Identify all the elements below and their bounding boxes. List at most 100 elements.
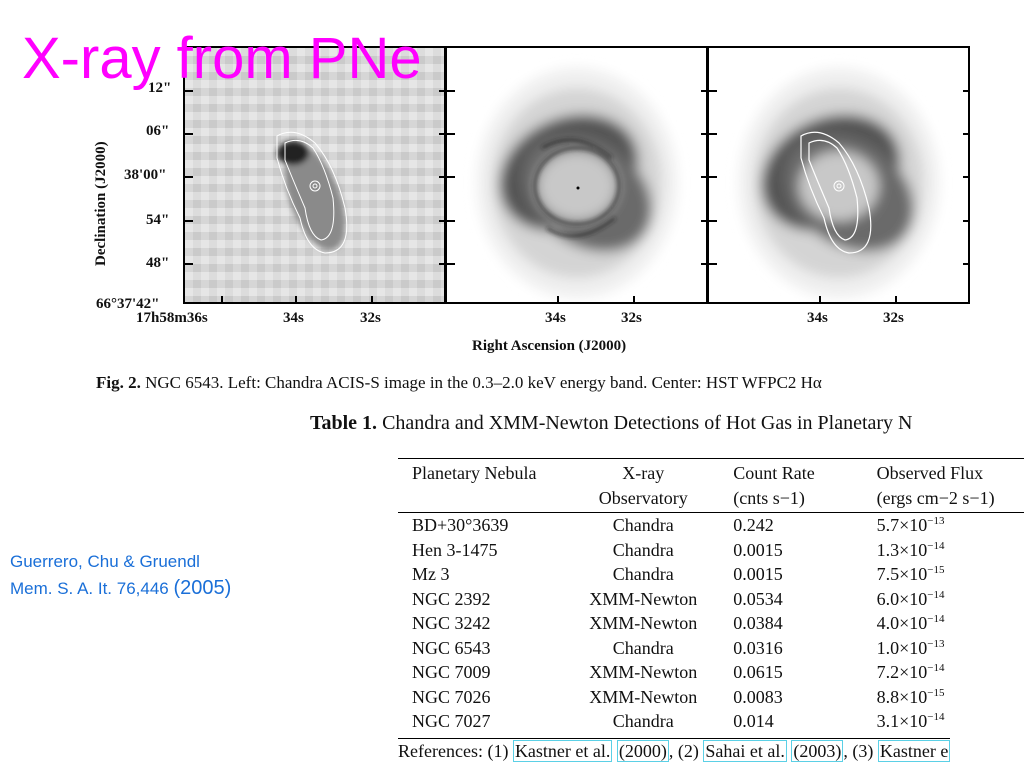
x-tick-label: 32s — [360, 310, 381, 326]
y-tick-label: 12" — [148, 80, 172, 96]
table-header-row: Observatory (cnts s−1) (ergs cm−2 s−1) — [398, 485, 1024, 513]
cell-observed-flux: 4.0×10−14 — [849, 611, 1024, 636]
reference-separator: , (3) — [843, 741, 874, 761]
references-prefix: References: (1) — [398, 741, 509, 761]
cell-count-rate: 0.0015 — [733, 539, 783, 560]
flux-exponent: −14 — [927, 662, 945, 674]
flux-mantissa: 1.3×10 — [876, 539, 928, 560]
header-cell: X-ray — [575, 458, 712, 486]
x-tick-label: 32s — [883, 310, 904, 326]
reference-link[interactable]: (2000) — [616, 740, 669, 762]
header-cell — [398, 485, 576, 513]
table-row: NGC 7027 Chandra 0.014 3.1×10−14 — [398, 709, 1024, 734]
x-tick-label: 32s — [621, 310, 642, 326]
cell-count-rate: 0.0384 — [733, 613, 783, 633]
flux-mantissa: 7.2×10 — [876, 662, 928, 682]
reference-link[interactable]: (2003) — [791, 740, 844, 762]
slide-title: X-ray from PNe — [22, 26, 422, 91]
cell-nebula-name: NGC 7009 — [412, 662, 491, 682]
chandra-xray-panel — [183, 46, 446, 304]
x-tick-label: 34s — [807, 310, 828, 326]
flux-mantissa: 6.0×10 — [876, 588, 928, 609]
cell-observatory: Chandra — [612, 564, 674, 584]
caption-label: Fig. 2. — [96, 373, 141, 392]
cell-observed-flux: 8.8×10−15 — [849, 685, 1024, 710]
cell-observatory: Chandra — [612, 711, 674, 731]
cell-observed-flux: 7.2×10−14 — [849, 660, 1024, 685]
table-body: BD+30°3639 Chandra 0.242 5.7×10−13 Hen 3-147… — [398, 513, 1024, 734]
cell-nebula-name: NGC 7027 — [412, 711, 491, 731]
credit-authors: Guerrero, Chu & Gruendl — [10, 552, 200, 571]
reference-link[interactable]: Kastner et al. — [512, 740, 613, 762]
cell-count-rate: 0.014 — [733, 711, 774, 731]
header-cell: Observatory — [575, 485, 712, 513]
cell-nebula-name: Mz 3 — [412, 564, 450, 584]
table-references: References: (1) Kastner et al. (2000) , (… — [398, 738, 951, 762]
cell-count-rate: 0.0316 — [733, 637, 783, 658]
cell-count-rate: 0.0534 — [733, 588, 783, 609]
hst-optical-panel — [445, 46, 708, 304]
flux-exponent: −14 — [927, 588, 945, 601]
reference-link[interactable]: Sahai et al. — [703, 740, 787, 762]
table-title: Table 1. Chandra and XMM-Newton Detectio… — [310, 412, 913, 435]
y-tick-label: 54" — [146, 212, 170, 228]
cell-observed-flux: 3.1×10−14 — [849, 709, 1024, 734]
cell-observed-flux: 1.3×10−14 — [849, 538, 1024, 563]
flux-mantissa: 1.0×10 — [876, 637, 928, 658]
cell-observatory: Chandra — [612, 637, 674, 658]
x-axis-label: Right Ascension (J2000) — [472, 338, 627, 354]
table-row: NGC 6543 Chandra 0.0316 1.0×10−13 — [398, 636, 1024, 661]
table-row: Hen 3-1475 Chandra 0.0015 1.3×10−14 — [398, 538, 1024, 563]
flux-mantissa: 5.7×10 — [876, 515, 928, 535]
citation-credit: Guerrero, Chu & Gruendl Mem. S. A. It. 7… — [10, 548, 231, 602]
table-row: NGC 3242 XMM-Newton 0.0384 4.0×10−14 — [398, 611, 1024, 636]
cell-nebula-name: NGC 3242 — [412, 613, 491, 633]
flux-exponent: −13 — [927, 637, 945, 650]
credit-journal-name: Mem. S. A. It. 76,446 — [10, 579, 169, 598]
flux-mantissa: 4.0×10 — [876, 613, 928, 633]
flux-exponent: −14 — [927, 539, 945, 552]
cell-observatory: XMM-Newton — [589, 662, 698, 682]
flux-exponent: −14 — [927, 711, 945, 723]
cell-observatory: Chandra — [612, 515, 674, 535]
figure-caption: Fig. 2. NGC 6543. Left: Chandra ACIS-S i… — [96, 373, 822, 393]
overlay-panel — [707, 46, 970, 304]
table-title-text: Chandra and XMM-Newton Detections of Hot… — [382, 412, 913, 434]
caption-text: NGC 6543. Left: Chandra ACIS-S image in … — [145, 373, 822, 392]
cell-count-rate: 0.0015 — [733, 564, 783, 584]
cell-nebula-name: NGC 7026 — [412, 686, 491, 707]
reference-link[interactable]: Kastner e — [877, 740, 951, 762]
flux-mantissa: 7.5×10 — [876, 564, 928, 584]
cell-nebula-name: Hen 3-1475 — [412, 539, 498, 560]
table-row: NGC 2392 XMM-Newton 0.0534 6.0×10−14 — [398, 587, 1024, 612]
table-row: NGC 7026 XMM-Newton 0.0083 8.8×10−15 — [398, 685, 1024, 710]
cell-count-rate: 0.0615 — [733, 662, 783, 682]
y-tick-label: 66°37'42" — [96, 296, 160, 312]
detections-table: Planetary Nebula X-ray Count Rate Observ… — [398, 458, 1024, 734]
credit-journal: Mem. S. A. It. 76,446 (2005) — [10, 575, 231, 602]
chandra-xray-image — [185, 48, 444, 302]
cell-count-rate: 0.242 — [733, 515, 774, 535]
x-tick-label: 17h58m36s — [136, 310, 208, 326]
header-cell: (ergs cm−2 s−1) — [848, 485, 1024, 513]
table-row: NGC 7009 XMM-Newton 0.0615 7.2×10−14 — [398, 660, 1024, 685]
flux-mantissa: 3.1×10 — [876, 711, 928, 731]
cell-observatory: Chandra — [612, 539, 674, 560]
table-row: Mz 3 Chandra 0.0015 7.5×10−15 — [398, 562, 1024, 587]
header-cell: Observed Flux — [848, 458, 1024, 486]
cell-observed-flux: 6.0×10−14 — [849, 587, 1024, 612]
cell-observatory: XMM-Newton — [589, 588, 698, 609]
flux-exponent: −14 — [927, 613, 945, 625]
table-row: BD+30°3639 Chandra 0.242 5.7×10−13 — [398, 513, 1024, 538]
cell-nebula-name: NGC 2392 — [412, 588, 491, 609]
x-tick-label: 34s — [545, 310, 566, 326]
header-cell: (cnts s−1) — [711, 485, 849, 513]
table-header-row: Planetary Nebula X-ray Count Rate Observ… — [398, 458, 1024, 486]
cell-observed-flux: 5.7×10−13 — [849, 513, 1024, 538]
cell-count-rate: 0.0083 — [733, 686, 783, 707]
cell-observatory: XMM-Newton — [589, 686, 698, 707]
y-tick-label: 38'00" — [124, 167, 167, 183]
y-tick-label: 48" — [146, 255, 170, 271]
flux-exponent: −15 — [927, 686, 945, 699]
y-axis-label: Declination (J2000) — [93, 141, 109, 266]
